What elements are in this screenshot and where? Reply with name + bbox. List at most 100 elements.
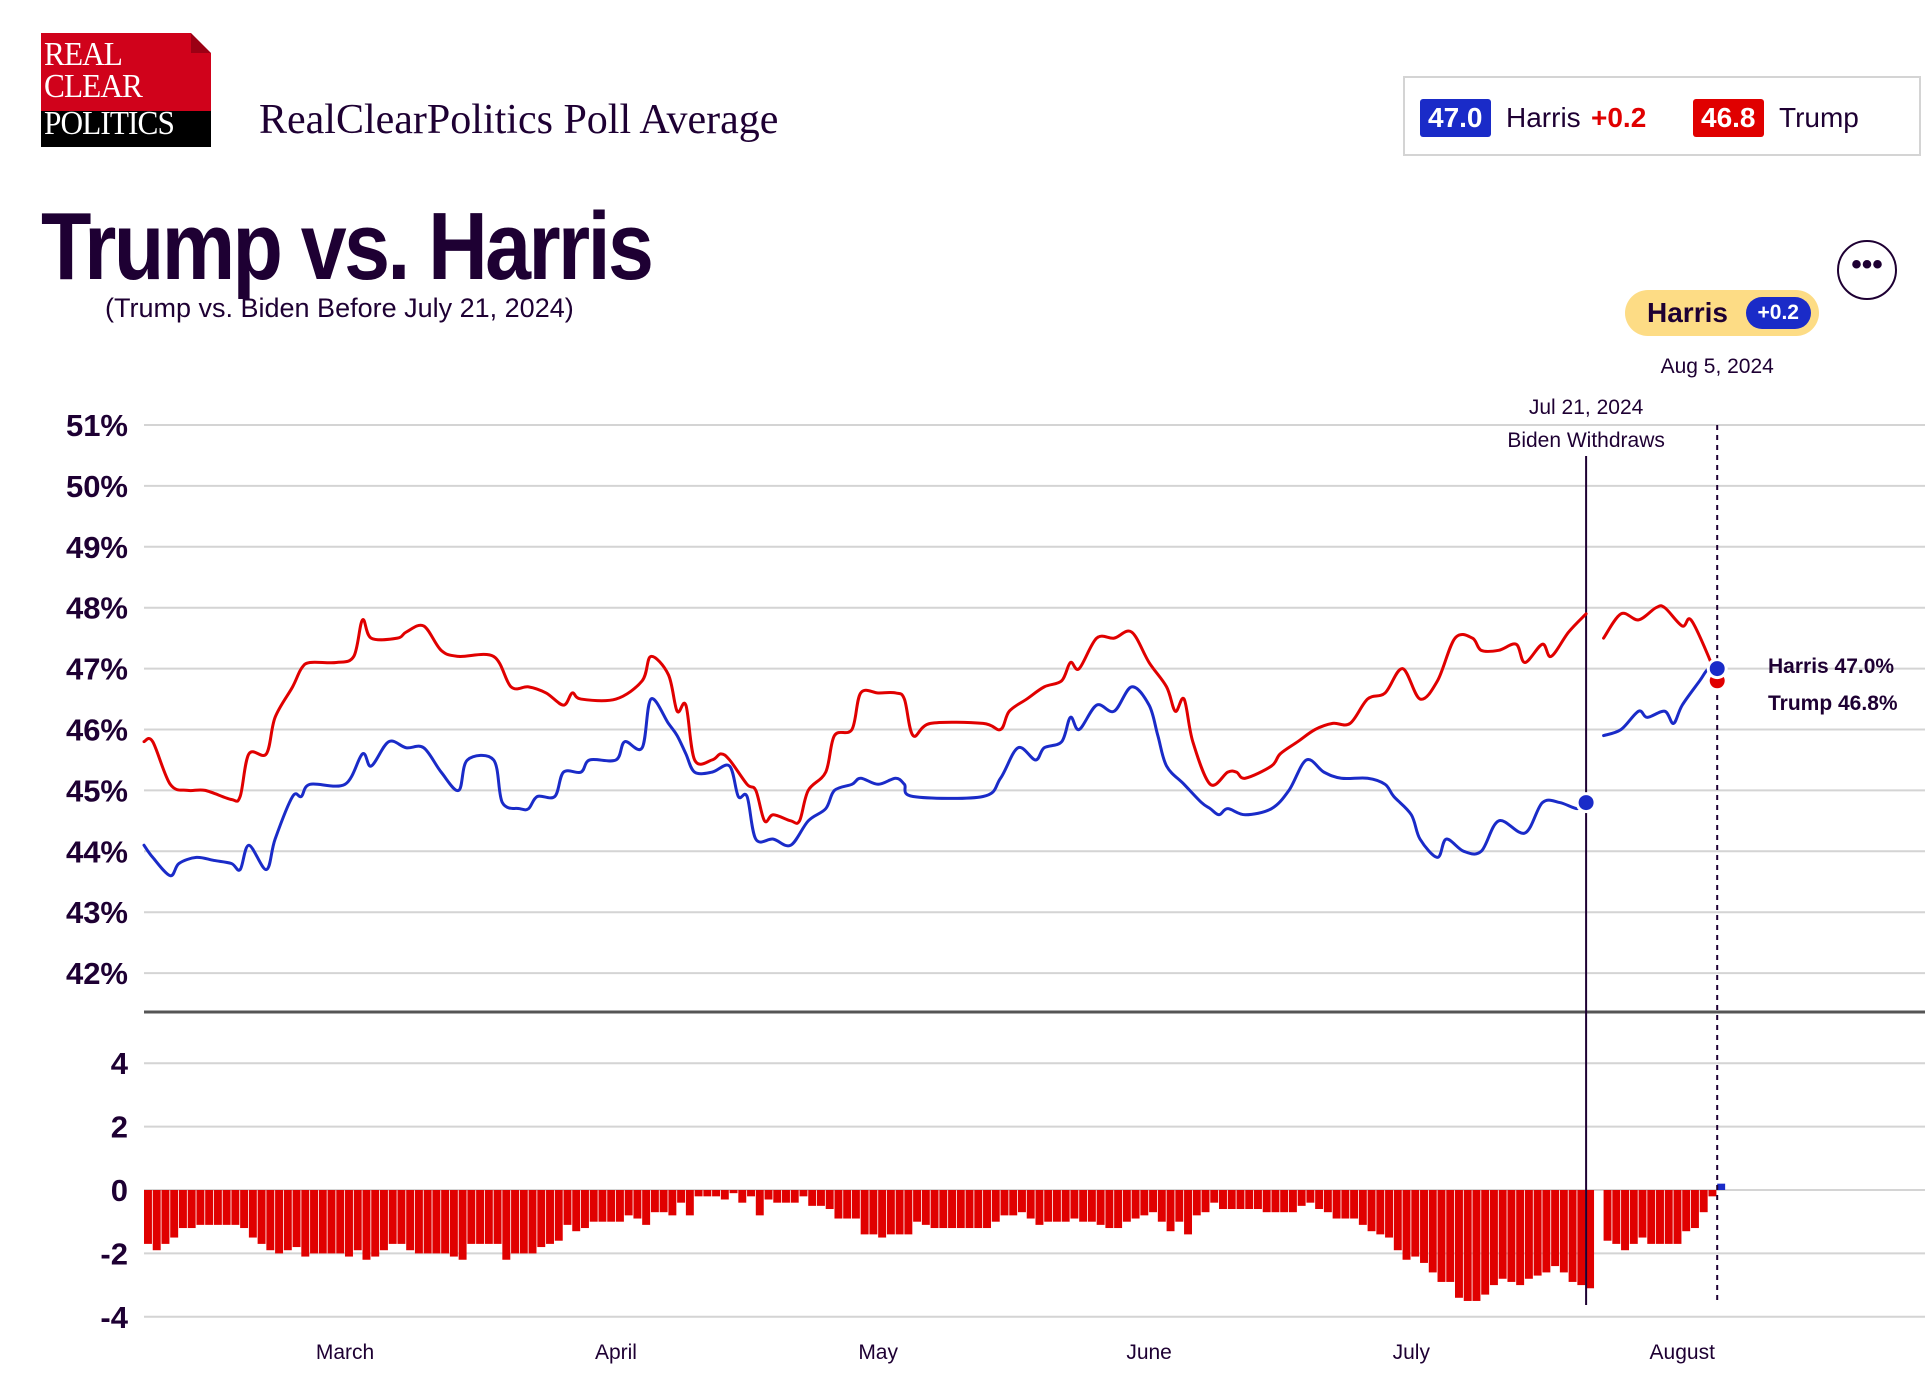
trump-legend-name: Trump (1779, 102, 1859, 133)
spread-bar (773, 1190, 782, 1203)
spread-bar (528, 1190, 537, 1254)
spread-bar (213, 1190, 222, 1225)
x-tick-label: August (1650, 1341, 1716, 1364)
spread-bar (1393, 1190, 1402, 1251)
harris-value-badge: 47.0 (1420, 99, 1491, 137)
spread-bar (1367, 1190, 1376, 1232)
spread-bar (572, 1190, 581, 1232)
spread-bar (406, 1190, 415, 1251)
spread-bar (1717, 1183, 1726, 1190)
logo-fold (191, 33, 211, 53)
spread-bar (301, 1190, 310, 1257)
spread-bar (161, 1190, 170, 1244)
spread-bar (1332, 1190, 1341, 1219)
more-options-button[interactable]: ••• (1837, 240, 1897, 300)
spread-bar (1315, 1190, 1324, 1210)
x-tick-label: May (858, 1341, 898, 1364)
spread-bar (1009, 1190, 1018, 1216)
spread-bar (948, 1190, 957, 1229)
spread-bar (388, 1190, 397, 1244)
spread-bar (1044, 1190, 1053, 1222)
spread-bar (1227, 1190, 1236, 1210)
spread-bar (170, 1190, 179, 1238)
spread-bar (860, 1190, 869, 1235)
spread-bar (1114, 1190, 1123, 1229)
spread-bar (1516, 1190, 1525, 1286)
annotation-event-label: Biden Withdraws (1507, 429, 1665, 452)
spread-bar (1358, 1190, 1367, 1225)
biden_harris-line (142, 685, 1588, 878)
spread-bar (729, 1190, 738, 1194)
spread-bar (615, 1190, 624, 1222)
harris-end-label: Harris 47.0% (1768, 655, 1894, 678)
spread-bar (1087, 1190, 1096, 1222)
spread-bar (1629, 1190, 1638, 1244)
spread-y-tick-label: -2 (100, 1236, 128, 1271)
spread-bar (808, 1190, 817, 1206)
spread-bar (904, 1190, 913, 1235)
spread-bar (178, 1190, 187, 1229)
spread-bar (1070, 1190, 1079, 1219)
spread-bar (231, 1190, 240, 1225)
spread-bar (423, 1190, 432, 1254)
spread-bar (712, 1190, 721, 1197)
trump-line (142, 612, 1588, 825)
rcp-logo[interactable]: REAL CLEAR POLITICS (41, 33, 211, 147)
spread-bar (327, 1190, 336, 1254)
spread-bar (1271, 1190, 1280, 1213)
page-subtitle: (Trump vs. Biden Before July 21, 2024) (105, 293, 574, 323)
spread-bar (1018, 1190, 1026, 1213)
spread-bar (1498, 1190, 1507, 1279)
spread-bar (1323, 1190, 1332, 1213)
spread-bar (1551, 1190, 1560, 1267)
spread-bar (1420, 1190, 1428, 1263)
spread-bar (449, 1190, 458, 1257)
spread-bar (738, 1190, 747, 1203)
spread-bar (458, 1190, 467, 1260)
spread-bar (816, 1190, 825, 1206)
biden_harris-line (1602, 666, 1719, 738)
spread-bar (1568, 1190, 1577, 1282)
spread-bar (1586, 1190, 1595, 1289)
spread-bar (747, 1190, 755, 1197)
spread-bar (1385, 1190, 1394, 1238)
spread-bar (205, 1190, 214, 1225)
spread-bar (519, 1190, 528, 1254)
spread-bar (956, 1190, 965, 1229)
spread-bar (345, 1190, 353, 1257)
spread-bar (1280, 1190, 1289, 1213)
spread-bar (939, 1190, 948, 1229)
spread-bar (371, 1190, 380, 1257)
spread-bar (1061, 1190, 1070, 1222)
spread-bar (1253, 1190, 1262, 1210)
spread-bar (834, 1190, 843, 1219)
spread-bar (1140, 1190, 1149, 1216)
spread-bar (283, 1190, 292, 1251)
legend-box: 47.0 Harris +0.2 46.8 Trump (1403, 76, 1921, 156)
spread-bar (965, 1190, 974, 1229)
spread-bar (633, 1190, 642, 1219)
leader-name: Harris (1647, 297, 1728, 328)
x-tick-label: July (1393, 1341, 1431, 1364)
page-title: Trump vs. Harris (41, 193, 654, 300)
spread-bar (1219, 1190, 1227, 1210)
spread-bar (799, 1190, 808, 1197)
spread-bar (642, 1190, 651, 1225)
spread-bar (353, 1190, 362, 1251)
spread-bar (886, 1190, 895, 1235)
spread-bar (1245, 1190, 1254, 1210)
site-title: RealClearPolitics Poll Average (259, 97, 779, 143)
spread-bar (379, 1190, 388, 1251)
spread-bar (843, 1190, 852, 1219)
spread-bar (1463, 1190, 1472, 1301)
spread-bar (607, 1190, 616, 1222)
spread-bar (1708, 1190, 1717, 1197)
y-tick-label: 45% (66, 773, 128, 808)
spread-bar (362, 1190, 371, 1260)
y-tick-label: 51% (66, 408, 128, 443)
spread-bar (1157, 1190, 1166, 1222)
spread-y-tick-label: 2 (111, 1110, 128, 1145)
spread-bar (1428, 1190, 1437, 1273)
spread-bar (589, 1190, 598, 1222)
